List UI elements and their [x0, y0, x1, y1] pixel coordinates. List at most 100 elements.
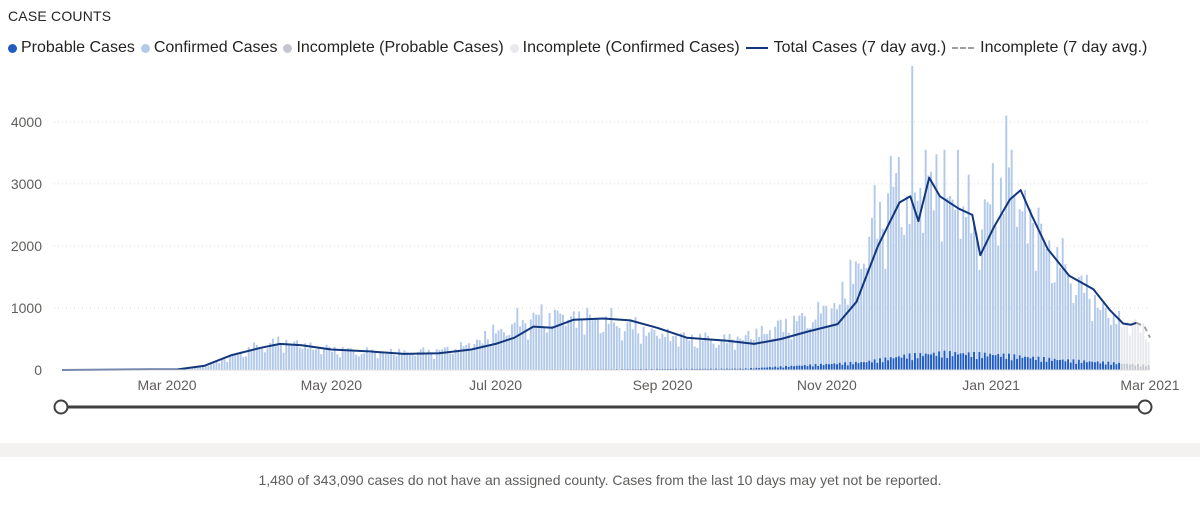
- confirmed-bar: [658, 338, 661, 370]
- probable-bar: [779, 366, 782, 370]
- confirmed-bar: [868, 236, 871, 361]
- confirmed-bar: [516, 308, 519, 370]
- confirmed-bar: [258, 347, 261, 370]
- confirmed-bar: [776, 320, 779, 368]
- chart-legend: Probable Cases Confirmed Cases Incomplete …: [8, 38, 1147, 58]
- legend-swatch: [509, 43, 519, 53]
- confirmed-bar: [293, 341, 296, 370]
- confirmed-bar: [226, 361, 229, 370]
- confirmed-bar: [1075, 294, 1078, 364]
- probable-bar: [817, 365, 820, 370]
- confirmed-bar: [245, 356, 247, 370]
- confirmed-bar: [1024, 190, 1027, 357]
- confirmed-bar: [785, 318, 787, 366]
- confirmed-bar: [433, 358, 436, 370]
- confirmed-bar: [1040, 223, 1043, 362]
- probable-bar: [1053, 358, 1056, 370]
- confirmed-bar: [1093, 294, 1096, 363]
- legend-label: Incomplete (Probable Cases): [296, 39, 504, 56]
- confirmed-bar: [648, 332, 650, 370]
- confirmed-bar: [298, 347, 301, 370]
- y-tick-label: 3000: [11, 176, 42, 192]
- probable-bar: [801, 365, 804, 370]
- probable-bar: [752, 368, 755, 370]
- confirmed-bar: [352, 351, 355, 370]
- confirmed-bar: [529, 319, 532, 370]
- probable-bar: [1118, 362, 1121, 370]
- slider-handle-start[interactable]: [53, 399, 69, 415]
- confirmed-bar: [798, 315, 801, 366]
- confirmed-bar: [500, 328, 503, 370]
- confirmed-bar: [255, 344, 258, 370]
- legend-label: Probable Cases: [21, 39, 135, 56]
- probable-bar: [814, 364, 817, 370]
- y-tick-label: 2000: [11, 238, 42, 254]
- legend-item[interactable]: Incomplete (Probable Cases): [283, 39, 504, 57]
- chart-title: CASE COUNTS: [8, 8, 112, 24]
- confirmed-bar: [1112, 314, 1115, 363]
- confirmed-bar: [825, 305, 828, 364]
- confirmed-bar: [481, 343, 484, 370]
- confirmed-bar: [371, 349, 374, 370]
- legend-label: Total Cases (7 day avg.): [773, 39, 947, 56]
- confirmed-bar: [927, 175, 930, 355]
- confirmed-bar: [325, 344, 328, 370]
- confirmed-bar: [817, 301, 820, 366]
- probable-bar: [1069, 362, 1072, 370]
- probable-bar: [1126, 363, 1129, 370]
- confirmed-bar: [567, 319, 570, 370]
- legend-item[interactable]: Incomplete (7 day avg.): [952, 39, 1147, 57]
- probable-bar: [989, 353, 992, 370]
- legend-item[interactable]: Incomplete (Confirmed Cases): [509, 39, 740, 57]
- confirmed-bar: [986, 202, 989, 357]
- legend-label: Incomplete (7 day avg.): [980, 39, 1148, 56]
- confirmed-bar: [723, 334, 726, 369]
- probable-bar: [916, 358, 919, 370]
- confirmed-bar: [202, 366, 205, 370]
- confirmed-bar: [989, 204, 992, 354]
- probable-bar: [849, 361, 852, 370]
- confirmed-bar: [1139, 332, 1142, 367]
- legend-swatch: [952, 47, 975, 49]
- confirmed-bar: [382, 351, 384, 370]
- confirmed-bar: [1110, 324, 1113, 365]
- confirmed-bar: [889, 155, 892, 358]
- confirmed-bar: [897, 157, 900, 357]
- probable-bar: [1045, 361, 1048, 370]
- probable-bar: [1085, 362, 1088, 370]
- confirmed-bar: [1104, 307, 1107, 365]
- legend-label: Incomplete (Confirmed Cases): [522, 39, 740, 56]
- probable-bar: [1040, 361, 1043, 370]
- probable-bar: [758, 368, 761, 370]
- legend-item[interactable]: Total Cases (7 day avg.): [745, 39, 947, 57]
- probable-bar: [860, 362, 863, 370]
- confirmed-bar: [502, 332, 505, 370]
- confirmed-bar: [938, 195, 941, 352]
- lines-layer: [61, 176, 1151, 371]
- confirmed-bar: [750, 339, 753, 369]
- legend-item[interactable]: Probable Cases: [8, 39, 135, 57]
- confirmed-bar: [634, 317, 637, 370]
- confirmed-bar: [290, 344, 293, 370]
- slider-handle-end[interactable]: [1137, 399, 1153, 415]
- confirmed-bar: [924, 149, 927, 354]
- confirmed-bar: [349, 348, 352, 370]
- confirmed-bar: [1083, 292, 1086, 361]
- probable-bar: [994, 355, 997, 370]
- confirmed-bar: [1136, 323, 1139, 364]
- confirmed-bar: [204, 366, 207, 370]
- confirmed-bar: [583, 334, 586, 370]
- legend-item[interactable]: Confirmed Cases: [140, 39, 277, 57]
- probable-bar: [959, 353, 962, 370]
- confirmed-bar: [185, 368, 188, 370]
- confirmed-bar: [392, 354, 395, 370]
- confirmed-bar: [1007, 167, 1010, 354]
- probable-bar: [973, 351, 976, 370]
- bars-layer: [78, 66, 1150, 371]
- confirmed-bar: [795, 321, 798, 366]
- confirmed-bar: [1128, 335, 1131, 365]
- confirmed-bar: [414, 355, 417, 370]
- confirmed-bar: [999, 177, 1002, 357]
- probable-bar: [833, 363, 836, 370]
- confirmed-bar: [803, 316, 806, 365]
